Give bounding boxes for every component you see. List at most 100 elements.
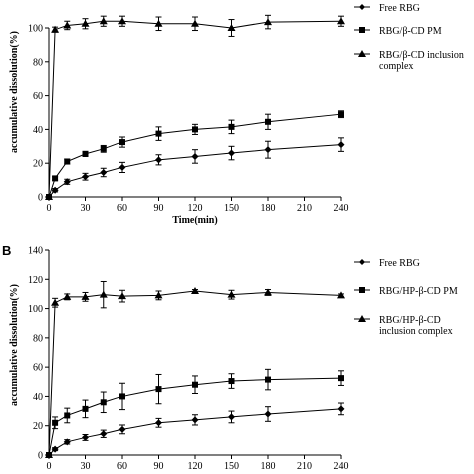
y-tick-label: 0 bbox=[38, 193, 43, 204]
x-tick-label: 210 bbox=[297, 461, 312, 472]
data-point-triangle bbox=[154, 19, 163, 27]
series-diamond bbox=[45, 402, 345, 459]
panel-b-legend-item-complex: RBG/HP-β-CD inclusion complex bbox=[354, 315, 453, 337]
diamond-marker-icon bbox=[359, 4, 365, 10]
data-point-triangle bbox=[51, 298, 60, 306]
data-point-diamond bbox=[118, 425, 126, 433]
panel-a-legend-item-complex: RBG/β-CD inclusion complex bbox=[354, 50, 464, 72]
data-point-square bbox=[192, 126, 198, 133]
legend-label-line-1: RBG/β-CD inclusion complex bbox=[379, 50, 464, 72]
data-point-square bbox=[100, 399, 107, 406]
data-point-diamond bbox=[155, 156, 162, 164]
data-point-diamond bbox=[228, 149, 235, 157]
data-point-triangle bbox=[63, 292, 72, 300]
data-point-square bbox=[155, 130, 162, 137]
panel-a: accumulative dissolution(%) Time(min) Fr… bbox=[9, 3, 464, 226]
data-point-square bbox=[52, 419, 59, 426]
data-point-triangle bbox=[227, 24, 236, 31]
data-point-diamond bbox=[228, 413, 235, 421]
x-tick-label: 90 bbox=[154, 461, 164, 472]
x-tick-label: 180 bbox=[261, 203, 276, 214]
triangle-marker-icon bbox=[358, 315, 366, 322]
series-square bbox=[46, 368, 344, 458]
y-tick-label: 20 bbox=[33, 159, 43, 170]
data-point-square bbox=[64, 412, 71, 419]
data-point-square bbox=[265, 376, 271, 383]
data-point-diamond bbox=[337, 405, 345, 413]
data-point-triangle bbox=[264, 18, 272, 26]
y-tick-label: 40 bbox=[33, 125, 43, 136]
x-tick-label: 150 bbox=[224, 203, 239, 214]
square-marker-icon bbox=[359, 287, 365, 293]
x-tick-label: 60 bbox=[117, 461, 127, 472]
data-point-square bbox=[64, 158, 71, 165]
panel-b: B accumulative dissolution(%) Free RBG R… bbox=[2, 243, 458, 472]
series-triangle bbox=[45, 14, 345, 200]
square-marker-icon bbox=[359, 27, 365, 33]
data-point-triangle bbox=[81, 292, 90, 300]
data-point-square bbox=[338, 375, 344, 382]
data-point-diamond bbox=[264, 146, 272, 154]
panel-b-legend: Free RBG RBG/HP-β-CD PM RBG/HP-β-CD inclu… bbox=[354, 258, 458, 337]
legend-label: Free RBG bbox=[379, 3, 420, 14]
data-point-diamond bbox=[63, 178, 71, 186]
y-tick-label: 60 bbox=[33, 363, 43, 374]
plot-area: 0 20 40 60 80 100 120 140 0 30 60 90 120 150 180 210 240 bbox=[28, 246, 349, 473]
series-triangle bbox=[45, 280, 345, 458]
legend-label: Free RBG bbox=[379, 258, 420, 269]
data-point-triangle bbox=[264, 288, 272, 296]
data-point-triangle bbox=[118, 17, 126, 25]
series-line bbox=[48, 20, 342, 198]
legend-label-line-1: RBG/HP-β-CD inclusion complex bbox=[379, 315, 453, 337]
panel-b-letter: B bbox=[2, 243, 11, 258]
data-point-diamond bbox=[51, 186, 59, 194]
y-tick-label: 100 bbox=[28, 304, 43, 315]
data-point-square bbox=[192, 381, 198, 388]
data-point-triangle bbox=[51, 25, 60, 33]
data-point-triangle bbox=[45, 193, 53, 200]
panel-b-legend-item-pm: RBG/HP-β-CD PM bbox=[354, 286, 458, 297]
data-point-square bbox=[100, 145, 107, 152]
data-point-triangle bbox=[81, 19, 90, 27]
data-point-triangle bbox=[191, 287, 199, 294]
series-line bbox=[48, 290, 342, 456]
y-tick-label: 20 bbox=[33, 421, 43, 432]
data-point-square bbox=[52, 175, 59, 182]
data-point-triangle bbox=[337, 17, 345, 25]
data-point-diamond bbox=[191, 416, 199, 424]
series-diamond bbox=[45, 137, 345, 201]
data-point-diamond bbox=[82, 173, 89, 181]
data-point-square bbox=[82, 405, 89, 412]
panel-a-legend: Free RBG RBG/β-CD PM RBG/β-CD inclusion c… bbox=[354, 3, 464, 72]
y-tick-label: 80 bbox=[33, 333, 43, 344]
data-point-diamond bbox=[264, 410, 272, 418]
diamond-marker-icon bbox=[359, 259, 365, 265]
data-point-triangle bbox=[154, 291, 163, 299]
panel-b-ylabel: accumulative dissolution(%) bbox=[9, 284, 20, 406]
plot-area: 0 20 40 60 80 100 0 30 60 90 120 150 180 210 240 bbox=[28, 14, 349, 214]
x-tick-label: 210 bbox=[297, 203, 312, 214]
x-tick-label: 0 bbox=[47, 461, 52, 472]
x-tick-label: 180 bbox=[261, 461, 276, 472]
data-point-square bbox=[265, 118, 271, 125]
data-point-diamond bbox=[100, 168, 108, 176]
panel-a-legend-item-free-rbg: Free RBG bbox=[354, 3, 420, 14]
legend-label: RBG/β-CD PM bbox=[379, 26, 442, 37]
data-point-diamond bbox=[100, 430, 108, 438]
data-point-square bbox=[119, 393, 125, 400]
x-tick-label: 120 bbox=[188, 203, 203, 214]
x-tick-label: 60 bbox=[117, 203, 127, 214]
panel-a-legend-item-pm: RBG/β-CD PM bbox=[354, 26, 442, 37]
data-point-square bbox=[119, 139, 125, 146]
data-point-triangle bbox=[118, 292, 126, 300]
data-point-square bbox=[155, 386, 162, 393]
x-tick-label: 150 bbox=[224, 461, 239, 472]
data-point-triangle bbox=[63, 21, 72, 29]
data-point-triangle bbox=[191, 19, 199, 27]
data-point-triangle bbox=[227, 290, 236, 298]
y-tick-label: 80 bbox=[33, 57, 43, 68]
data-point-square bbox=[228, 123, 235, 130]
x-tick-label: 240 bbox=[334, 461, 349, 472]
data-point-diamond bbox=[118, 163, 126, 171]
